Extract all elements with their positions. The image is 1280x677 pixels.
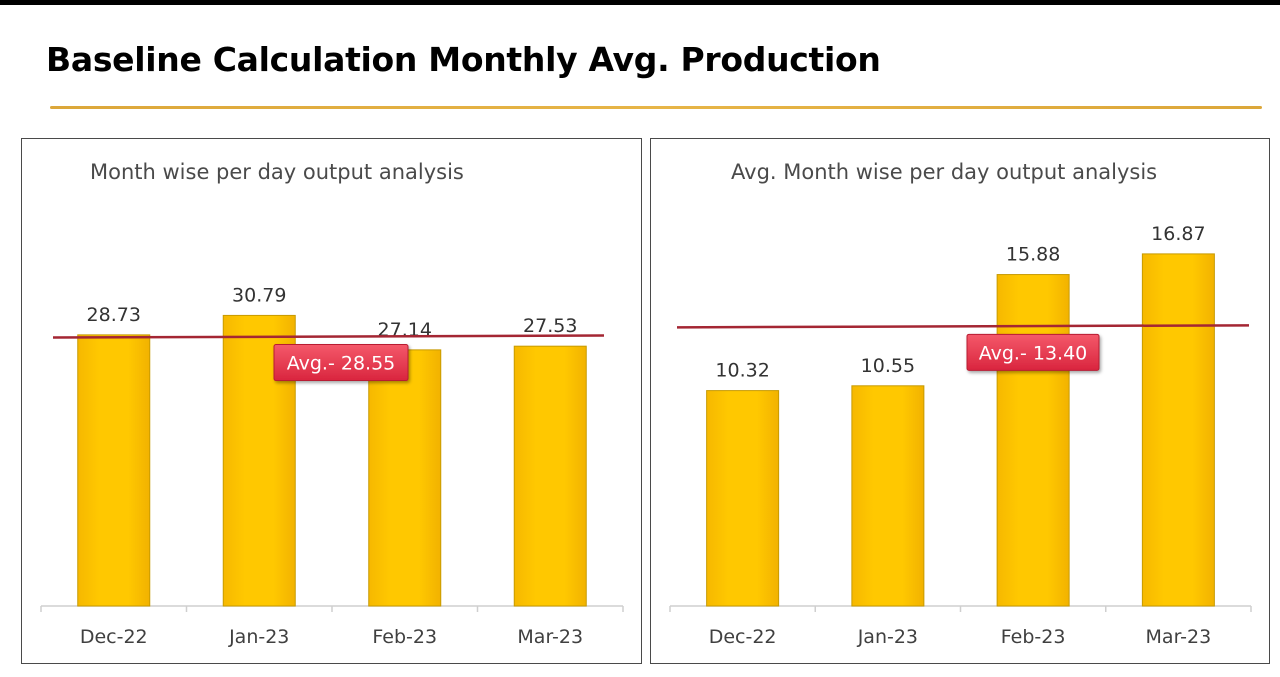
average-badge-box: [966, 333, 1100, 371]
x-tick-label: Jan-23: [857, 626, 918, 648]
data-label: 10.32: [715, 360, 769, 382]
bar-jan-23: [851, 385, 925, 607]
average-line: [52, 334, 605, 339]
x-tick-label: Jan-23: [228, 626, 289, 648]
chart-panel-right: Avg. Month wise per day output analysis 1…: [650, 138, 1270, 664]
data-label: 15.88: [1006, 244, 1060, 266]
x-tick-label: Feb-23: [372, 626, 437, 648]
average-badge-label: Avg.- 28.55: [287, 353, 396, 375]
data-label: 16.87: [1151, 223, 1205, 245]
average-badge-label: Avg.- 13.40: [979, 342, 1088, 364]
title-underline: [50, 106, 1262, 109]
average-badge: Avg.- 13.40: [966, 333, 1100, 371]
chart-month-wise-output: Month wise per day output analysis 28.73 D…: [40, 160, 624, 648]
x-tick-label: Mar-23: [517, 626, 583, 648]
bar-mar-23: [513, 345, 587, 607]
average-badge: Avg.- 28.55: [273, 344, 409, 382]
bar-feb-23: [368, 349, 442, 607]
average-badge-box: [273, 344, 409, 382]
average-line: [676, 324, 1250, 329]
data-label: 10.55: [861, 355, 915, 377]
x-tick-label: Mar-23: [1146, 626, 1212, 648]
data-label: 30.79: [232, 284, 286, 306]
data-label: 28.73: [87, 304, 141, 326]
chart-title: Avg. Month wise per day output analysis: [731, 160, 1157, 184]
page-title: Baseline Calculation Monthly Avg. Produc…: [46, 40, 881, 79]
data-label: 27.53: [523, 315, 577, 337]
top-border-bar: [0, 0, 1280, 5]
chart-avg-month-wise-output: Avg. Month wise per day output analysis 1…: [669, 160, 1252, 648]
bar-mar-23: [1141, 253, 1215, 607]
chart-panel-left: Month wise per day output analysis 28.73 D…: [21, 138, 642, 664]
x-tick-label: Feb-23: [1001, 626, 1066, 648]
chart-title: Month wise per day output analysis: [90, 160, 464, 184]
x-tick-label: Dec-22: [709, 626, 777, 648]
bar-dec-22: [706, 390, 780, 607]
x-tick-label: Dec-22: [80, 626, 148, 648]
bar-feb-23: [996, 274, 1070, 607]
bar-dec-22: [77, 334, 151, 607]
